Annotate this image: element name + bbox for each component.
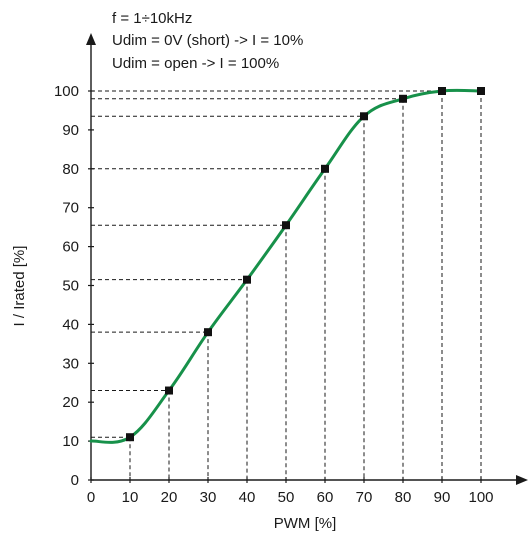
y-tick-label-10: 10 (62, 433, 79, 450)
x-tick-label-10: 10 (122, 489, 139, 506)
data-point-8 (438, 87, 446, 95)
data-point-4 (282, 221, 290, 230)
y-tick-label-50: 50 (62, 278, 79, 295)
x-tick-label-90: 90 (434, 489, 451, 506)
y-axis-arrow (86, 33, 96, 45)
x-tick-label-70: 70 (356, 489, 373, 506)
guide-lines (91, 90, 482, 480)
x-axis-label: PWM [%] (274, 515, 337, 532)
data-point-5 (321, 164, 329, 173)
data-point-6 (360, 112, 368, 121)
data-point-2 (204, 328, 212, 337)
y-tick-label-30: 30 (62, 355, 79, 372)
annotation-udim-open: Udim = open -> I = 100% (112, 55, 279, 72)
x-tick-label-30: 30 (200, 489, 217, 506)
y-tick-label-40: 40 (62, 316, 79, 333)
series (89, 87, 485, 444)
y-tick-label-60: 60 (62, 239, 79, 256)
data-point-7 (399, 94, 407, 103)
axes (86, 33, 528, 485)
annotation-frequency: f = 1÷10kHz (112, 10, 192, 27)
x-tick-label-40: 40 (239, 489, 256, 506)
data-point-1 (165, 386, 173, 395)
y-tick-label-0: 0 (71, 472, 79, 489)
data-point-3 (243, 275, 251, 284)
annotation-udim-short: Udim = 0V (short) -> I = 10% (112, 32, 303, 49)
data-point-9 (477, 87, 485, 95)
y-tick-label-90: 90 (62, 122, 79, 139)
data-point-0 (126, 433, 134, 442)
x-tick-label-20: 20 (161, 489, 178, 506)
y-tick-label-70: 70 (62, 200, 79, 217)
tick-labels: 0 10 20 30 40 50 60 70 80 90 100 0 10 20 30 40 50 60 70 80 9… (54, 83, 494, 506)
x-tick-label-50: 50 (278, 489, 295, 506)
y-tick-label-80: 80 (62, 161, 79, 178)
annotations: f = 1÷10kHz Udim = 0V (short) -> I = 10%… (112, 10, 303, 72)
y-axis-label: I / Irated [%] (11, 246, 28, 327)
x-tick-label-0: 0 (87, 489, 95, 506)
axis-labels: PWM [%] I / Irated [%] (11, 246, 336, 532)
x-axis-arrow (516, 475, 528, 485)
x-tick-label-60: 60 (317, 489, 334, 506)
x-tick-label-100: 100 (468, 489, 493, 506)
x-tick-label-80: 80 (395, 489, 412, 506)
y-tick-label-20: 20 (62, 394, 79, 411)
y-tick-label-100: 100 (54, 83, 79, 100)
